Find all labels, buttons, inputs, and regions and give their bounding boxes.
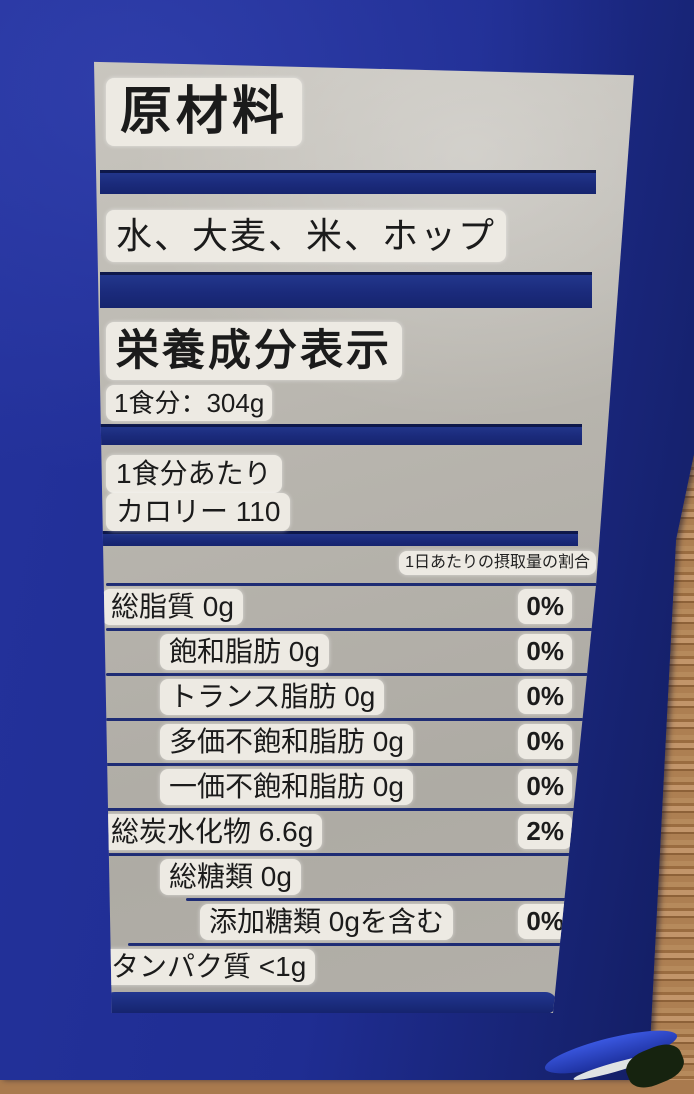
nutrient-name: トランス脂肪 0g — [160, 679, 385, 715]
table-row: トランス脂肪 0g 0% — [106, 676, 598, 718]
table-row: 多価不飽和脂肪 0g 0% — [106, 721, 598, 763]
table-row: 飽和脂肪 0g 0% — [106, 631, 598, 673]
nutrient-daily-value: 0% — [518, 589, 572, 624]
table-row: 総炭水化物 6.6g 2% — [102, 811, 598, 853]
table-row: タンパク質 <1g 0% — [102, 946, 598, 988]
row-divider — [106, 763, 598, 766]
daily-value-note-row: 1日あたりの摂取量の割合 — [106, 551, 598, 575]
daily-value-note: 1日あたりの摂取量の割合 — [399, 551, 596, 575]
nutrient-name: 飽和脂肪 0g — [160, 634, 329, 670]
nutrient-daily-value: 2% — [518, 814, 572, 849]
label-bottom-bar — [104, 992, 556, 1013]
row-divider — [128, 943, 598, 946]
row-divider — [106, 583, 598, 586]
serving-size: 1食分：304g — [106, 385, 273, 421]
ingredients-list-row: 水、大麦、米、ホップ — [106, 210, 598, 262]
nutrient-daily-value: 0% — [518, 724, 572, 759]
calories-row: カロリー 110 — [106, 493, 598, 531]
ingredients-list: 水、大麦、米、ホップ — [106, 210, 507, 262]
calories-label: カロリー — [116, 496, 229, 527]
label-content: 原材料 水、大麦、米、ホップ 栄養成分表示 1食分：304g 1食分あたり カロ… — [100, 62, 598, 1013]
nutrient-name: 一価不飽和脂肪 0g — [160, 769, 413, 805]
table-row: 一価不飽和脂肪 0g 0% — [106, 766, 598, 808]
row-divider — [186, 898, 598, 901]
per-serving-row: 1食分あたり — [106, 455, 598, 493]
ingredients-title-row: 原材料 — [106, 78, 598, 146]
serving-size-row: 1食分：304g — [106, 385, 598, 421]
nutrient-name: 総炭水化物 6.6g — [102, 814, 323, 850]
row-divider — [106, 808, 598, 811]
nutrient-daily-value: 0% — [518, 904, 572, 939]
nutrient-name: タンパク質 <1g — [102, 949, 316, 985]
nutrient-daily-value: 0% — [518, 769, 572, 804]
separator-bar — [100, 272, 592, 308]
nutrient-daily-value: 0% — [518, 634, 572, 669]
nutrient-name: 総糖類 0g — [160, 859, 301, 895]
nutrient-name: 多価不飽和脂肪 0g — [160, 724, 413, 760]
nutrient-table: 総脂質 0g 0% 飽和脂肪 0g 0% トランス脂肪 0g 0% 多価不飽和脂… — [102, 583, 598, 988]
table-row: 添加糖類 0gを含む 0% — [106, 901, 598, 943]
separator-bar — [100, 424, 582, 445]
calories: カロリー 110 — [106, 493, 291, 531]
table-row: 総脂質 0g 0% — [102, 586, 598, 628]
separator-bar — [100, 531, 578, 546]
calories-value: 110 — [235, 496, 281, 527]
nutrition-title-row: 栄養成分表示 — [106, 322, 598, 380]
nutrient-daily-value: 0% — [518, 679, 572, 714]
nutrition-facts-title: 栄養成分表示 — [106, 322, 402, 380]
row-divider — [106, 628, 598, 631]
separator-bar — [100, 170, 596, 194]
nutrition-label: 原材料 水、大麦、米、ホップ 栄養成分表示 1食分：304g 1食分あたり カロ… — [94, 61, 634, 1013]
table-row: 総糖類 0g 0% — [106, 856, 598, 898]
row-divider — [106, 853, 598, 856]
row-divider — [106, 718, 598, 721]
row-divider — [106, 673, 598, 676]
per-serving-heading: 1食分あたり — [106, 455, 282, 493]
ingredients-title: 原材料 — [106, 78, 303, 146]
nutrient-name: 添加糖類 0gを含む — [200, 904, 453, 940]
nutrient-name: 総脂質 0g — [102, 589, 243, 625]
